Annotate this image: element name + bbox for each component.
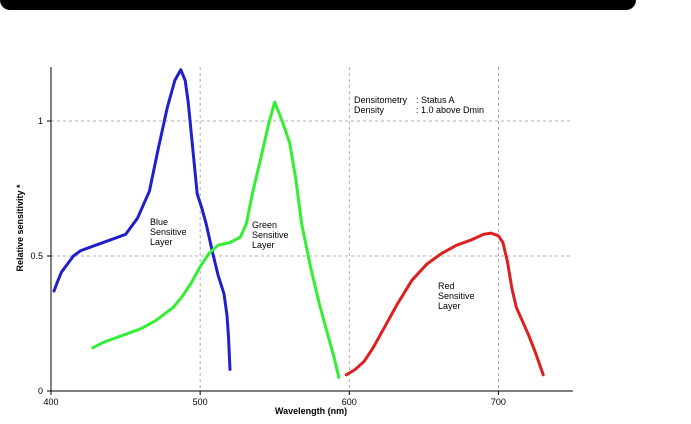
green-layer-label: Green Sensitive Layer — [252, 220, 289, 250]
note-density-label: Density — [354, 105, 385, 115]
grid-lines — [51, 67, 573, 391]
y-tick-label-1: 1 — [38, 116, 43, 126]
note-density-value: : 1.0 above Dmin — [416, 105, 484, 115]
blue-layer-label-line: Sensitive — [150, 227, 187, 237]
blue-layer-label-line: Layer — [150, 237, 173, 247]
blue-sensitivity-curve — [52, 68, 232, 371]
axes: 400 500 600 700 0 0.5 1 — [30, 67, 573, 407]
densitometry-note: Densitometry : Status A Density : 1.0 ab… — [354, 95, 484, 115]
note-densitometry-value: : Status A — [416, 95, 455, 105]
title-bar — [0, 0, 636, 10]
green-sensitivity-curve — [91, 100, 341, 379]
y-axis-title: Relative sensitivity * — [15, 184, 25, 272]
red-sensitivity-curve — [344, 231, 545, 377]
y-tick-label-0: 0 — [38, 386, 43, 396]
x-tick-label-700: 700 — [491, 397, 506, 407]
blue-layer-label-line: Blue — [150, 217, 168, 227]
green-layer-label-line: Green — [252, 220, 277, 230]
red-layer-label-line: Sensitive — [438, 291, 475, 301]
blue-layer-label: Blue Sensitive Layer — [150, 217, 187, 247]
x-tick-label-600: 600 — [342, 397, 357, 407]
x-tick-label-400: 400 — [43, 397, 58, 407]
red-layer-label-line: Layer — [438, 301, 461, 311]
x-axis-title: Wavelength (nm) — [275, 406, 347, 416]
x-tick-label-500: 500 — [193, 397, 208, 407]
note-densitometry-label: Densitometry — [354, 95, 408, 105]
red-layer-label: Red Sensitive Layer — [438, 281, 475, 311]
red-layer-label-line: Red — [438, 281, 455, 291]
green-layer-label-line: Sensitive — [252, 230, 289, 240]
green-layer-label-line: Layer — [252, 240, 275, 250]
y-tick-label-0.5: 0.5 — [30, 251, 43, 261]
series-lines — [52, 68, 545, 379]
